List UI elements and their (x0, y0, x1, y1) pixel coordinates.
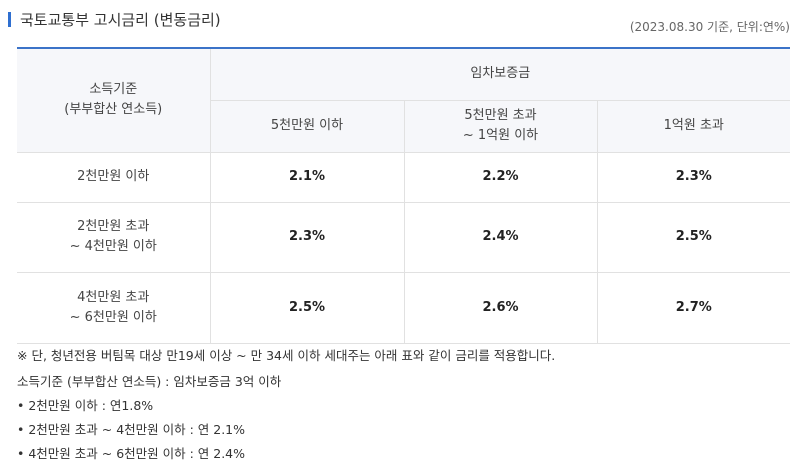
list-item: • 2천만원 초과 ~ 4천만원 이하 : 연 2.1% (17, 422, 246, 437)
income-criteria-header: 소득기준 (부부합산 연소득) (17, 47, 211, 153)
deposit-col-header: 5천만원 초과 ~ 1억원 이하 (403, 99, 598, 153)
income-bracket-cell: 4천만원 초과 ~ 6천만원 이하 (17, 271, 211, 344)
criteria-line: 소득기준 (부부합산 연소득) : 임차보증금 3억 이하 (17, 374, 282, 389)
rate-cell: 2.3% (596, 151, 791, 203)
rate-cell: 2.1% (209, 151, 405, 203)
rate-table: 소득기준 (부부합산 연소득) 임차보증금 5천만원 이하 5천만원 초과 ~ … (17, 47, 791, 344)
table-row: 4천만원 초과 ~ 6천만원 이하 2.5% 2.6% 2.7% (17, 271, 791, 344)
table-row: 2천만원 초과 ~ 4천만원 이하 2.3% 2.4% 2.5% (17, 201, 791, 273)
rate-cell: 2.3% (209, 201, 405, 273)
rate-cell: 2.4% (403, 201, 598, 273)
income-bracket-cell: 2천만원 초과 ~ 4천만원 이하 (17, 201, 211, 273)
deposit-col-header: 5천만원 이하 (210, 99, 405, 153)
section-title-text: 국토교통부 고시금리 (변동금리) (20, 10, 221, 29)
notes-section: ※ 단, 청년전용 버팀목 대상 만19세 이상 ~ 만 34세 이하 세대주는… (17, 344, 555, 466)
list-item: • 4천만원 초과 ~ 6천만원 이하 : 연 2.4% (17, 446, 246, 461)
rate-basis-note: (2023.08.30 기준, 단위:연%) (629, 20, 790, 34)
table-row: 2천만원 이하 2.1% 2.2% 2.3% (17, 151, 791, 203)
list-item: • 2천만원 이하 : 연1.8% (17, 398, 154, 413)
title-accent-bar (8, 11, 11, 27)
youth-remark: ※ 단, 청년전용 버팀목 대상 만19세 이상 ~ 만 34세 이하 세대주는… (17, 348, 556, 363)
rate-cell: 2.5% (596, 201, 791, 273)
deposit-col-header: 1억원 초과 (596, 99, 791, 153)
rate-cell: 2.7% (596, 271, 791, 344)
income-bracket-cell: 2천만원 이하 (17, 151, 211, 203)
deposit-group-header: 임차보증금 (209, 47, 791, 101)
rate-cell: 2.5% (209, 271, 405, 344)
section-title: 국토교통부 고시금리 (변동금리) (8, 8, 221, 30)
rate-cell: 2.2% (403, 151, 598, 203)
rate-cell: 2.6% (403, 271, 598, 344)
